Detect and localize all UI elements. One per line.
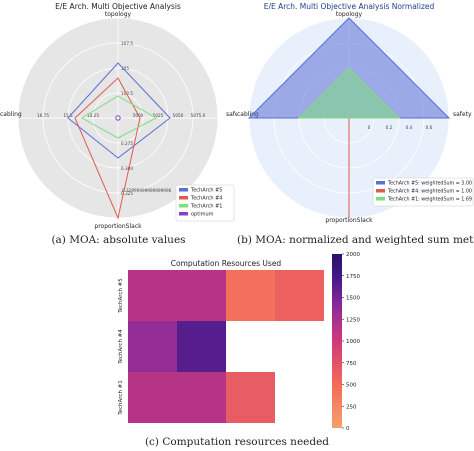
- row-label: TechArch #5: [118, 278, 124, 314]
- row-label: TechArch #4: [118, 329, 124, 365]
- axis-label-topology: topology: [105, 11, 132, 18]
- colorbar-tick-label: 500: [346, 383, 357, 389]
- ring-label: 15.5: [63, 113, 73, 118]
- chart-title: Computation Resources Used: [171, 259, 282, 268]
- legend-swatch: [179, 196, 188, 200]
- heatmap-panel: Computation Resources Used TechArch #5 Tec…: [0, 252, 474, 436]
- series-point-optimum: [115, 115, 121, 121]
- colorbar-tick-label: 0: [346, 426, 350, 430]
- heatmap-cell: [226, 372, 275, 423]
- ring-label: 0.275: [121, 141, 133, 146]
- axis-label-proportionSlack: proportionSlack: [325, 217, 373, 224]
- row-label: TechArch #1: [118, 380, 124, 416]
- legend-label: TechArch #4: [190, 196, 222, 202]
- legend-swatch: [179, 212, 188, 216]
- radar-normalized-chart: E/E Arch. Multi Objective Analysis Norma…: [237, 2, 474, 224]
- legend-box: [372, 177, 474, 207]
- series-area-TechArch #1: weightedSum = 1.69: [297, 67, 401, 119]
- legend-label: TechArch #4: weightedSum = 1.00: [387, 189, 472, 195]
- legend-swatch: [376, 181, 385, 185]
- heatmap-cell: [177, 321, 226, 372]
- ring-label: 16.75: [37, 113, 49, 118]
- heatmap-cell: [226, 270, 275, 321]
- radar-absolute-panel: E/E Arch. Multi Objective Analysis topolo…: [0, 0, 245, 230]
- axis-label-cabling: cabling: [0, 111, 22, 118]
- colorbar-tick-label: 1000: [346, 339, 360, 345]
- caption-b: (b) MOA: normalized and weighted sum met…: [237, 234, 474, 246]
- heatmap-cell: [177, 372, 226, 423]
- heatmap-cell: [275, 270, 324, 321]
- ring-label: 0.4: [406, 125, 413, 130]
- ring-label: 0.325: [121, 191, 133, 196]
- colorbar-tick-label: 250: [346, 404, 357, 410]
- series-area-TechArch #1: [81, 95, 158, 139]
- axis-label-safety: safety: [453, 111, 472, 118]
- colorbar: [332, 254, 342, 428]
- legend-label: TechArch #1: [190, 204, 222, 210]
- radar-normalized-panel: E/E Arch. Multi Objective Analysis Norma…: [237, 0, 474, 230]
- legend-label: TechArch #1: weightedSum = 1.69: [387, 197, 472, 203]
- radar-absolute-chart: E/E Arch. Multi Objective Analysistopolo…: [0, 2, 245, 230]
- ring-label: 102.5: [121, 91, 133, 96]
- axis-label-safety: safety: [226, 111, 237, 118]
- ring-label: 0.6: [426, 125, 433, 130]
- ring-label: 0: [368, 125, 371, 130]
- legend-swatch: [376, 189, 385, 193]
- colorbar-tick-label: 1250: [346, 317, 360, 323]
- legend-label: TechArch #5: weightedSum = 3.00: [387, 181, 472, 187]
- legend-label: optimum: [191, 212, 214, 218]
- legend-box: [175, 184, 235, 222]
- heatmap-cell: [128, 270, 177, 321]
- heatmap-cell: [128, 321, 177, 372]
- ring-label: 107.5: [121, 41, 133, 46]
- colorbar-tick-label: 2000: [346, 252, 360, 258]
- ring-label: 5025: [153, 113, 164, 118]
- axis-label-cabling: cabling: [237, 111, 259, 118]
- caption-c: (c) Computation resources needed: [144, 436, 330, 448]
- legend-label: TechArch #5: [190, 188, 222, 194]
- ring-label: 5075.0: [191, 113, 206, 118]
- ring-label: 14.25: [87, 113, 99, 118]
- caption-a: (a) MOA: absolute values: [51, 234, 186, 246]
- ring-label: 0.300: [121, 166, 133, 171]
- chart-title: E/E Arch. Multi Objective Analysis Norma…: [264, 2, 435, 11]
- legend-swatch: [179, 204, 188, 208]
- heatmap-cell: [177, 270, 226, 321]
- annotation: 0.32999999999999996: [122, 188, 172, 193]
- colorbar-tick-label: 1500: [346, 296, 360, 302]
- axis-label-proportionSlack: proportionSlack: [94, 223, 142, 230]
- axis-label-topology: topology: [336, 11, 363, 18]
- heatmap-cell: [128, 372, 177, 423]
- heatmap-chart: Computation Resources Used TechArch #5 Tec…: [118, 252, 360, 436]
- series-area-TechArch #5: [67, 62, 171, 159]
- legend-swatch: [376, 197, 385, 201]
- colorbar-tick-label: 1750: [346, 274, 360, 280]
- ring-label: 105: [121, 66, 129, 71]
- legend-swatch: [179, 188, 188, 192]
- ring-label: 0.2: [386, 125, 393, 130]
- colorbar-tick-label: 750: [346, 361, 357, 367]
- ring-label: 5050: [173, 113, 184, 118]
- chart-title: E/E Arch. Multi Objective Analysis: [55, 2, 181, 11]
